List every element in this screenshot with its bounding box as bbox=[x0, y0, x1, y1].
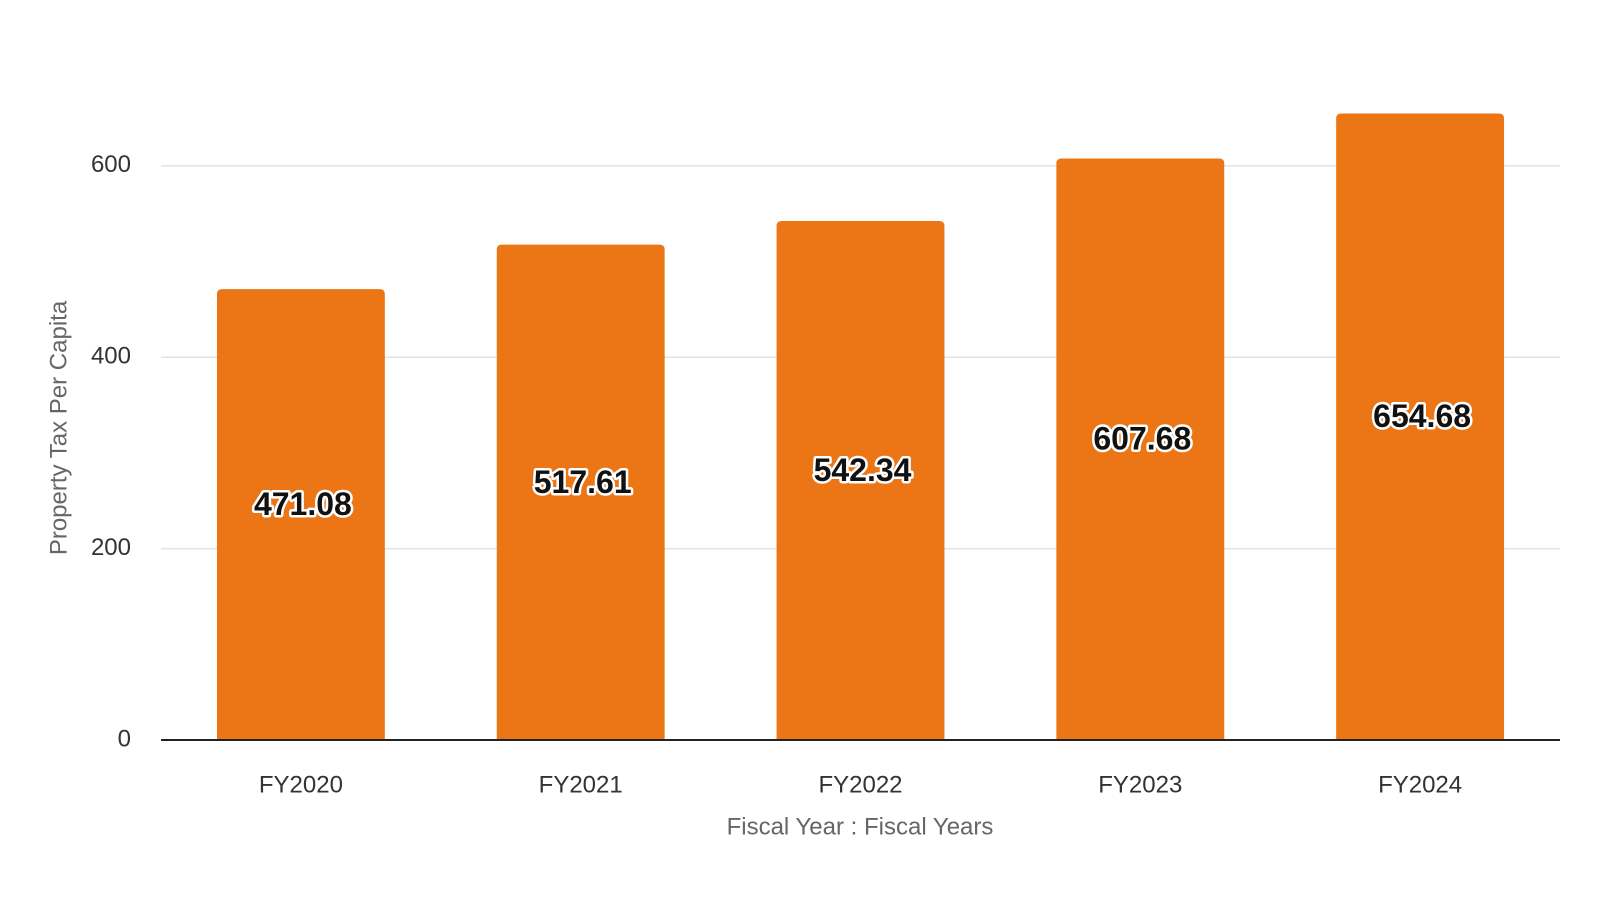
x-tick-label: FY2023 bbox=[1098, 771, 1182, 798]
y-tick-label: 400 bbox=[91, 343, 131, 370]
value-label: 654.68 bbox=[1373, 398, 1471, 434]
value-label: 517.61 bbox=[534, 464, 632, 500]
bar bbox=[216, 289, 385, 740]
value-label: 542.34 bbox=[814, 452, 912, 488]
y-tick-label: 200 bbox=[91, 534, 131, 561]
bar bbox=[1336, 113, 1505, 740]
x-tick-label: FY2021 bbox=[539, 771, 623, 798]
y-tick-label: 0 bbox=[118, 725, 131, 752]
x-tick-label: FY2020 bbox=[259, 771, 343, 798]
bar bbox=[1056, 158, 1225, 740]
value-label: 471.08 bbox=[254, 486, 352, 522]
x-axis-title: Fiscal Year : Fiscal Years bbox=[727, 813, 994, 840]
x-tick-label: FY2024 bbox=[1378, 771, 1462, 798]
y-axis-title: Property Tax Per Capita bbox=[45, 300, 72, 555]
y-tick-label: 600 bbox=[91, 151, 131, 178]
value-label: 607.68 bbox=[1093, 421, 1191, 457]
bar bbox=[496, 244, 665, 741]
x-tick-label: FY2022 bbox=[818, 771, 902, 798]
bar bbox=[776, 220, 945, 741]
